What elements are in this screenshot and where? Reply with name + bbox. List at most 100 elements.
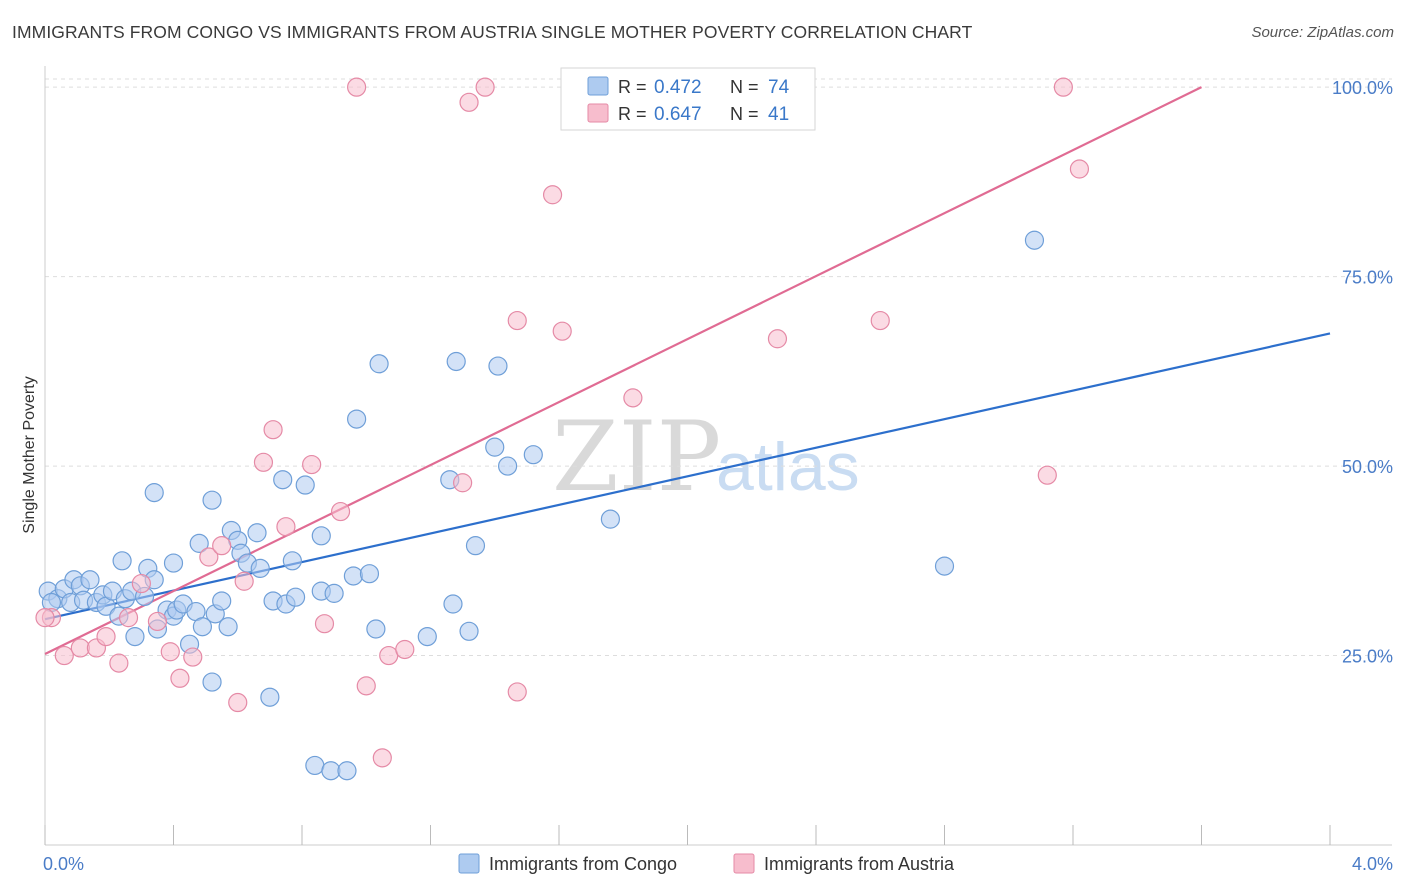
austria-point: [170, 668, 190, 688]
austria-point: [234, 571, 254, 591]
austria-point: [253, 452, 274, 472]
bottom-legend-austria-swatch: [733, 853, 755, 874]
austria-point: [302, 454, 322, 475]
austria-point: [54, 645, 74, 666]
austria-point: [507, 682, 527, 702]
austria-point: [330, 501, 351, 522]
congo-point: [311, 526, 331, 546]
congo-point: [163, 553, 184, 573]
congo-point: [359, 564, 380, 584]
austria-point: [356, 676, 376, 696]
austria-point: [347, 77, 367, 97]
congo-point: [112, 551, 132, 571]
congo-point: [321, 761, 341, 781]
congo-point: [443, 594, 463, 614]
axes: 25.0% 50.0% 75.0% 100.0% 0.0% 4.0%: [43, 66, 1393, 874]
austria-point: [507, 310, 527, 331]
legend-congo-r-label: R =: [618, 77, 647, 97]
austria-point: [131, 573, 151, 594]
congo-point: [202, 672, 222, 692]
y-axis-title: Single Mother Poverty: [21, 376, 38, 533]
austria-point: [228, 692, 248, 713]
bottom-legend-austria-label: Immigrants from Austria: [764, 854, 955, 874]
trend-lines: [44, 86, 1331, 656]
austria-point: [35, 608, 55, 628]
congo-point: [250, 558, 270, 578]
y-tick-label: 25.0%: [1342, 647, 1393, 667]
austria-point: [379, 645, 399, 666]
congo-point: [295, 475, 315, 495]
y-tick-label: 50.0%: [1342, 457, 1393, 477]
y-tick-label: 75.0%: [1342, 268, 1393, 288]
congo-point: [192, 617, 213, 637]
austria-point: [160, 642, 180, 662]
austria-point: [96, 626, 116, 647]
congo-point: [459, 621, 479, 641]
austria-point: [1037, 465, 1057, 485]
congo-point: [260, 687, 280, 707]
congo-point: [343, 566, 363, 586]
congo-point: [465, 536, 486, 556]
legend-congo-swatch: [587, 76, 609, 96]
congo-point: [347, 409, 367, 429]
legend-congo-n-value: 74: [768, 77, 790, 98]
congo-point: [417, 626, 437, 647]
legend-congo-r-value: 0.472: [654, 77, 702, 98]
austria-point: [552, 321, 572, 341]
congo-point: [369, 354, 389, 374]
congo-point: [498, 456, 518, 476]
austria-point: [453, 473, 473, 493]
watermark-zip: ZIP: [552, 401, 721, 513]
austria-point: [118, 608, 139, 628]
austria-point: [372, 748, 392, 768]
data-points: [35, 77, 1090, 781]
legend-austria-swatch: [587, 103, 609, 123]
austria-point: [263, 420, 283, 440]
congo-point: [189, 533, 209, 553]
congo-point: [305, 755, 325, 776]
congo-point: [324, 583, 344, 603]
congo-point: [934, 556, 955, 576]
austria-point: [147, 611, 168, 632]
austria-point: [183, 647, 203, 667]
congo-point: [202, 490, 222, 510]
congo-point: [366, 619, 386, 639]
stats-legend: R = 0.472 N = 74 R = 0.647 N = 41: [560, 67, 816, 131]
congo-point: [218, 617, 238, 637]
austria-point: [212, 536, 232, 556]
x-tick-label: 0.0%: [43, 854, 84, 874]
congo-point: [144, 483, 164, 503]
bottom-legend-congo-label: Immigrants from Congo: [489, 854, 677, 874]
legend-austria-r-value: 0.647: [654, 104, 702, 125]
legend-austria-n-label: N =: [730, 104, 759, 124]
legend-austria-r-label: R =: [618, 104, 647, 124]
x-tick-label: 4.0%: [1352, 854, 1393, 874]
congo-point: [273, 470, 293, 490]
legend-congo-n-label: N =: [730, 77, 759, 97]
congo-point: [247, 523, 267, 543]
y-tick-label: 100.0%: [1332, 78, 1393, 98]
austria-point: [70, 638, 90, 658]
congo-point: [125, 626, 145, 647]
austria-point: [459, 92, 479, 112]
congo-point: [212, 591, 232, 611]
source-label: Source: ZipAtlas.com: [1251, 24, 1394, 41]
austria-point: [623, 388, 643, 408]
austria-point: [109, 653, 129, 673]
austria-point: [475, 77, 495, 97]
austria-point: [1053, 77, 1073, 97]
congo-point: [1024, 230, 1045, 250]
congo-point: [488, 356, 508, 376]
bottom-legend-congo-swatch: [458, 853, 480, 874]
chart-title: IMMIGRANTS FROM CONGO VS IMMIGRANTS FROM…: [12, 22, 973, 42]
series-legend: Immigrants from Congo Immigrants from Au…: [458, 853, 955, 874]
austria-point: [314, 614, 335, 634]
austria-point: [395, 639, 415, 660]
austria-point: [276, 517, 296, 537]
congo-point: [523, 445, 543, 465]
congo-point: [282, 551, 302, 571]
austria-point: [542, 185, 563, 205]
austria-point: [767, 329, 788, 349]
congo-point: [600, 509, 621, 529]
austria-point: [199, 547, 219, 567]
